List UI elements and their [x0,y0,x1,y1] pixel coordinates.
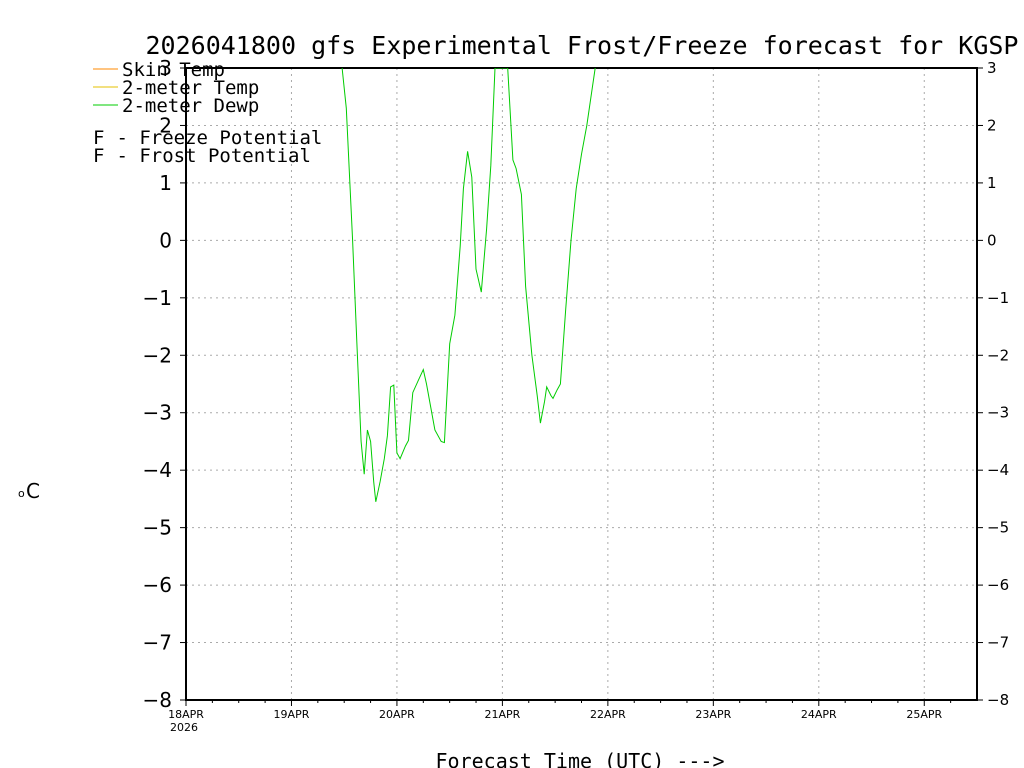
legend-item-2m-dewp: 2-meter Dewp [93,95,259,117]
x-tick-label: 20APR [379,708,415,721]
x-tick-label: 23APR [695,708,731,721]
x-tick-label: 22APR [590,708,626,721]
y-tick-label-right: −2 [987,346,1009,364]
legend-item-skin-temp: Skin Temp [93,59,225,81]
chart-title: 2026041800 gfs Experimental Frost/Freeze… [146,31,1019,60]
y-axis-unit: C [26,479,40,503]
x-tick-label: 24APR [801,708,837,721]
y-tick-label-left: −6 [143,573,172,597]
y-tick-label-right: 0 [987,231,997,249]
y-tick-label-right: −5 [987,519,1009,537]
x-tick-label: 18APR [168,708,204,721]
y-tick-label-left: −3 [143,401,172,425]
y-tick-label-right: −1 [987,289,1009,307]
y-tick-label-right: −7 [987,634,1009,652]
legend-item-2m-temp: 2-meter Temp [93,77,259,99]
frost-potential-label: - Frost Potential [105,145,311,167]
y-tick-label-left: 0 [159,228,172,252]
series-line-2m-dewp [341,68,596,502]
y-tick-label-right: 3 [987,59,997,77]
y-tick-label-left: 3 [159,56,172,80]
degree-symbol: o [18,487,25,500]
y-tick-label-left: 2 [159,113,172,137]
y-tick-label-right: −3 [987,404,1009,422]
frost-potential-symbol: F [93,145,104,167]
y-tick-label-left: −4 [143,458,172,482]
y-tick-label-right: 2 [987,116,997,134]
freeze-potential-label: - Freeze Potential [105,127,322,149]
y-tick-label-right: −6 [987,576,1009,594]
legend-label-2m-temp: 2-meter Temp [122,77,259,99]
axis-ticks [180,67,983,706]
y-tick-label-left: 1 [159,171,172,195]
legend-label-skin-temp: Skin Temp [122,59,225,81]
annotation-freeze-potential: F - Freeze Potential [93,127,322,149]
y-tick-labels: 3 3 2 2 1 1 0 0 −1 −1 −2 −2 −3 −3 −4 −4 −5 −5 −6 −6 −7 −7 −8 −8 [143,56,1010,712]
annotation-frost-potential: F - Frost Potential [93,145,311,167]
y-axis-title: o C [18,479,40,503]
freeze-potential-symbol: F [93,127,104,149]
legend: Skin Temp 2-meter Temp 2-meter Dewp [93,59,259,117]
series [341,68,596,502]
x-tick-label: 25APR [906,708,942,721]
y-tick-label-left: −2 [143,343,172,367]
y-tick-label-right: −4 [987,461,1009,479]
y-tick-label-left: −7 [143,631,172,655]
x-tick-label: 19APR [274,708,310,721]
y-tick-label-left: −1 [143,286,172,310]
x-axis-title: Forecast Time (UTC) ---> [436,749,725,768]
legend-label-2m-dewp: 2-meter Dewp [122,95,259,117]
y-tick-label-left: −5 [143,516,172,540]
x-tick-sublabel: 2026 [170,721,198,734]
y-tick-label-right: 1 [987,174,997,192]
x-tick-label: 21APR [484,708,520,721]
y-tick-label-left: −8 [143,688,172,712]
y-tick-label-right: −8 [987,691,1009,709]
